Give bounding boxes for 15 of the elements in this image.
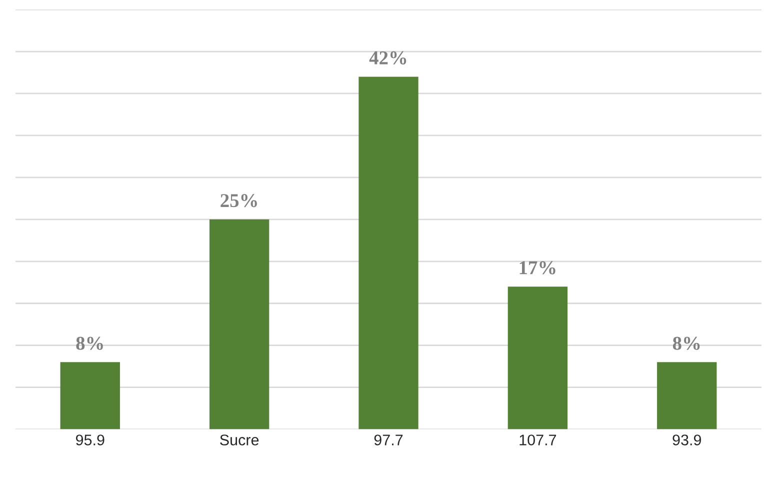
x-tick-label: 107.7 xyxy=(520,434,556,446)
bar xyxy=(508,286,568,430)
bar xyxy=(358,76,418,430)
x-tick-label: 93.9 xyxy=(672,434,702,446)
data-label: 17% xyxy=(520,261,556,274)
data-label: 25% xyxy=(220,194,257,208)
data-label: 8% xyxy=(76,336,103,350)
bar xyxy=(209,219,270,430)
data-label: 42% xyxy=(369,51,406,64)
data-label: 8% xyxy=(672,336,700,350)
bar xyxy=(60,362,120,430)
x-tick-label: Sucre xyxy=(220,434,259,446)
bar xyxy=(657,362,717,430)
x-tick-label: 97.7 xyxy=(374,434,403,446)
x-tick-label: 95.9 xyxy=(76,434,104,446)
